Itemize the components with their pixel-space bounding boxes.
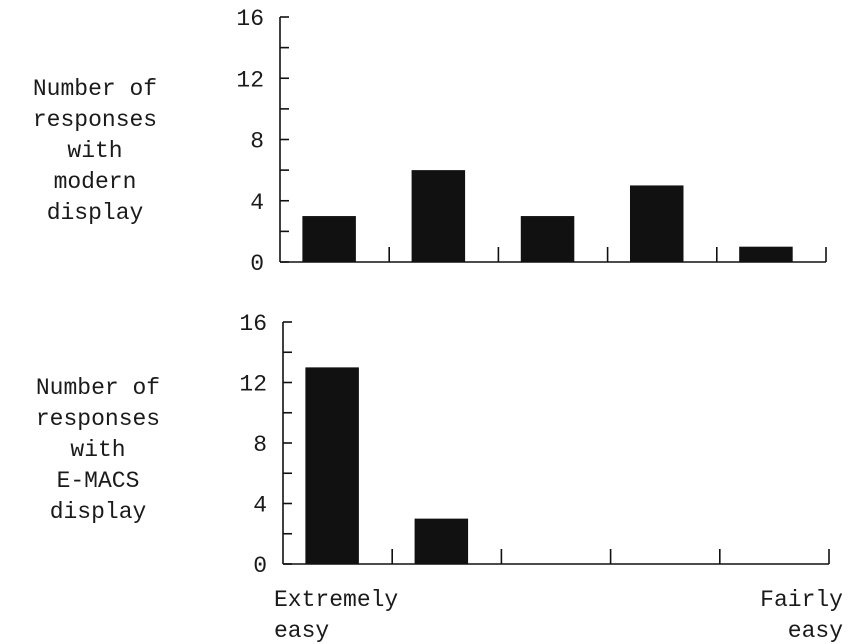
y-tick-label: 12 <box>239 372 267 398</box>
x-end-label-left-line2: easy <box>274 618 329 644</box>
y-axis-label-line: display <box>50 499 147 525</box>
y-tick-label: 12 <box>236 67 264 93</box>
y-axis-label-line: Number of <box>33 76 157 102</box>
bar <box>411 170 466 262</box>
bar <box>739 246 793 262</box>
bar <box>305 367 359 564</box>
bottom-chart-panel: 0 4 8 12 16 Number of responses with E-MACS displ… <box>36 311 830 579</box>
y-tick-label: 16 <box>236 6 264 32</box>
bar <box>302 216 356 262</box>
x-end-label-right-line2: easy <box>788 618 843 644</box>
y-tick-label: 8 <box>253 432 267 458</box>
top-chart-panel: 0 4 8 12 16 Number of responses with modern displ… <box>33 6 827 277</box>
x-end-labels: Extremely easy Fairly easy <box>274 587 843 644</box>
y-tick-label: 0 <box>250 251 264 277</box>
y-tick-label: 8 <box>250 129 264 155</box>
y-axis-label-line: E-MACS <box>57 468 140 494</box>
y-tick-label: 4 <box>253 493 267 519</box>
y-axis-label-line: with <box>67 138 122 164</box>
y-axis-label-line: Number of <box>36 375 160 401</box>
bar <box>520 216 575 262</box>
y-axis-label-line: responses <box>33 107 157 133</box>
bar <box>414 518 469 564</box>
y-tick-label: 4 <box>250 190 264 216</box>
x-end-label-right-line1: Fairly <box>760 587 843 613</box>
y-tick-label: 0 <box>253 553 267 579</box>
y-axis-label-line: display <box>47 200 144 226</box>
x-end-label-left-line1: Extremely <box>274 587 398 613</box>
y-axis-label-line: with <box>70 437 125 463</box>
y-axis-label-line: modern <box>54 169 137 195</box>
y-axis-label-line: responses <box>36 406 160 432</box>
bar <box>629 185 684 262</box>
y-tick-label: 16 <box>239 311 267 337</box>
